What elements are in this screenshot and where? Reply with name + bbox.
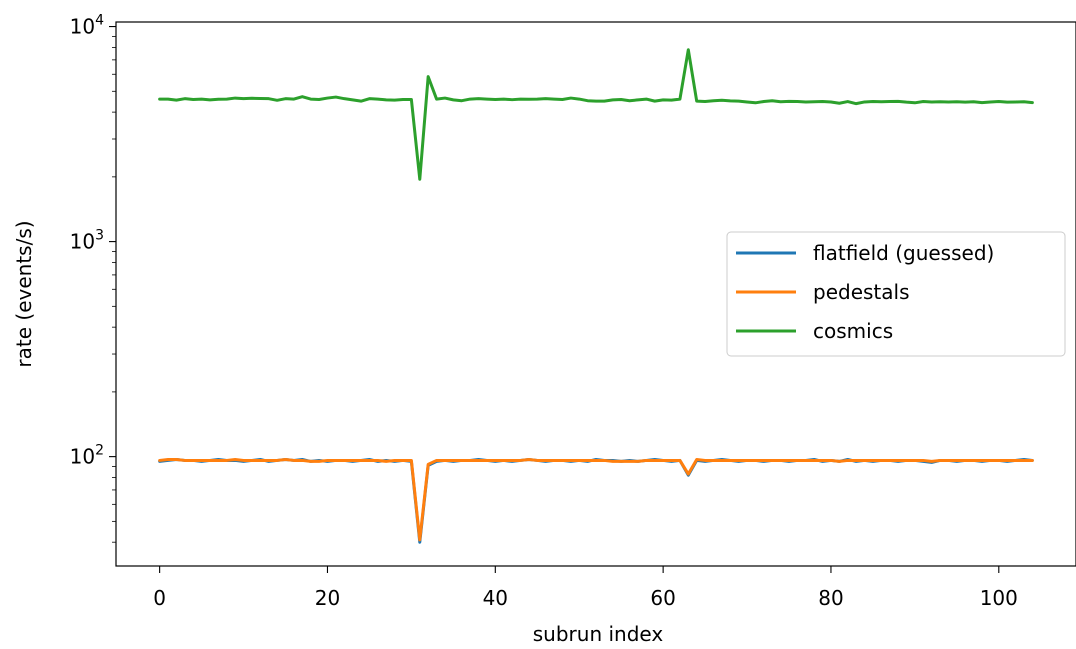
y-tick-label: 103 — [70, 228, 104, 254]
legend: flatfield (guessed) pedestals cosmics — [726, 231, 1066, 357]
plot-area — [115, 21, 1076, 567]
legend-box — [726, 231, 1066, 357]
x-tick-label: 60 — [650, 586, 675, 610]
x-tick-label: 0 — [153, 586, 166, 610]
legend-label-flatfield: flatfield (guessed) — [813, 241, 994, 265]
x-tick-label: 40 — [483, 586, 508, 610]
x-axis-title: subrun index — [533, 622, 664, 646]
series-line-cosmics — [158, 48, 1034, 181]
legend-label-cosmics: cosmics — [813, 319, 893, 343]
x-axis: 0 20 40 60 80 100 — [153, 566, 1018, 610]
y-tick-label: 102 — [70, 443, 104, 469]
x-tick-label: 100 — [980, 586, 1018, 610]
x-tick-label: 80 — [818, 586, 843, 610]
series-layer — [158, 48, 1034, 544]
y-axis-title: rate (events/s) — [12, 220, 36, 367]
y-axis: 102 103 104 — [70, 13, 116, 543]
plot-frame — [115, 21, 1076, 567]
y-tick-label: 104 — [70, 13, 104, 39]
x-tick-label: 20 — [315, 586, 340, 610]
series-line-flatfield — [158, 457, 1034, 544]
legend-label-pedestals: pedestals — [813, 280, 910, 304]
series-line-pedestals — [158, 457, 1034, 542]
